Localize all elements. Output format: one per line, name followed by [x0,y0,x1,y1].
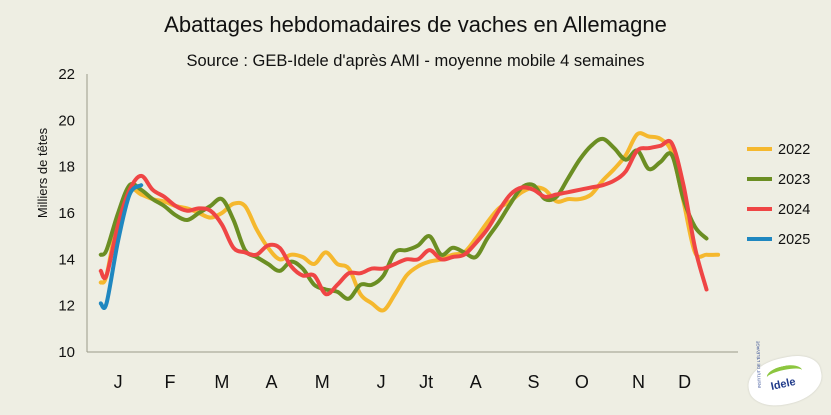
y-tick-label: 18 [58,159,75,176]
series-line-2023 [98,136,709,301]
y-tick-label: 12 [58,298,75,315]
x-tick-label: J [377,372,386,392]
x-tick-label: D [678,372,691,392]
x-tick-label: M [214,372,229,392]
y-tick-label: 16 [58,205,75,222]
chart-subtitle: Source : GEB-Idele d'après AMI - moyenne… [186,52,645,70]
x-tick-label: O [575,372,589,392]
x-tick-label: M [315,372,330,392]
x-tick-label: S [527,372,539,392]
y-tick-label: 20 [58,112,75,129]
legend-label-2023: 2023 [778,172,810,188]
x-tick-label: A [266,372,278,392]
series-line-2025 [98,183,144,310]
x-tick-label: F [165,372,176,392]
x-tick-label: A [470,372,482,392]
legend-label-2025: 2025 [778,232,810,248]
x-tick-label: N [632,372,645,392]
legend-label-2024: 2024 [778,202,810,218]
x-tick-label: Jt [419,372,433,392]
chart-title: Abattages hebdomadaires de vaches en All… [164,12,667,37]
legend-label-2022: 2022 [778,142,810,158]
y-tick-label: 22 [58,66,75,83]
x-tick-label: J [114,372,123,392]
series-line-2024 [98,138,709,297]
y-tick-label: 14 [58,251,75,268]
y-axis-label: Milliers de têtes [35,127,50,218]
y-tick-label: 10 [58,344,75,361]
